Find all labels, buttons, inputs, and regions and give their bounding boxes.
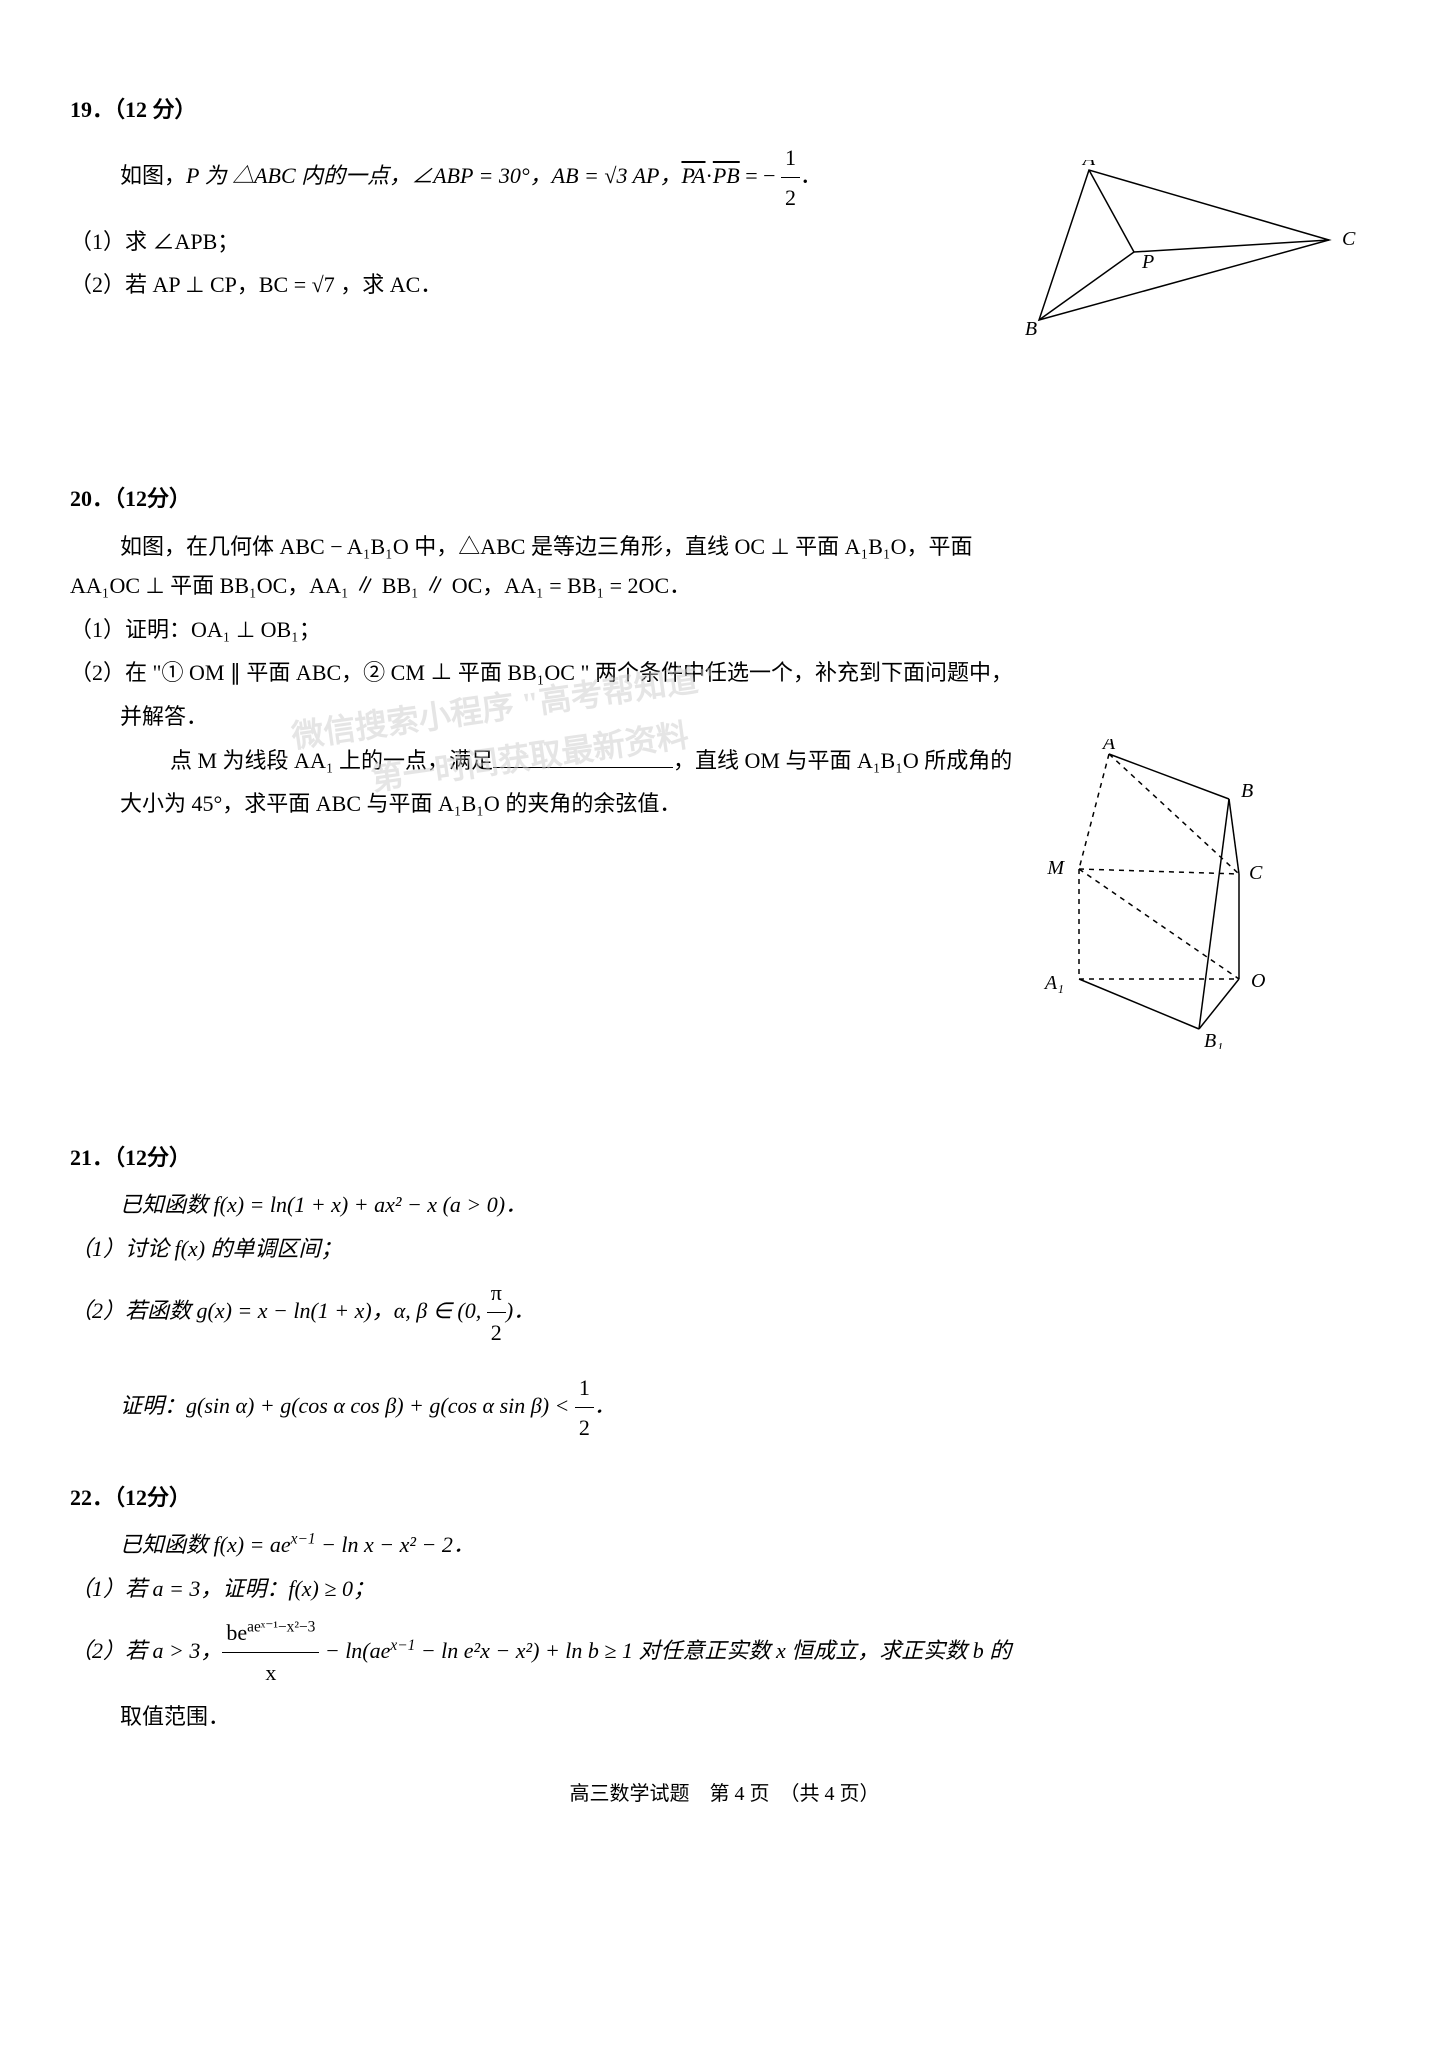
svg-text:O: O — [1251, 970, 1265, 992]
q20-part1: （1）证明：OA₁ ⊥ OB₁； — [70, 610, 1379, 650]
q21-p2b: )． — [506, 1298, 535, 1323]
q21-p3-num: 1 — [575, 1368, 594, 1409]
q22-p2b-sup: x−1 — [390, 1636, 415, 1653]
q20-line1: 如图，在几何体 ABC − A₁B₁O 中，△ABC 是等边三角形，直线 OC … — [70, 527, 1379, 567]
svg-text:A: A — [1101, 739, 1116, 754]
svg-text:C: C — [1249, 862, 1263, 884]
label-B: B — [1025, 318, 1037, 340]
problem-19-header: 19．（12 分） — [70, 90, 1379, 130]
q20-p2c-b: ，直线 OM 与平面 A₁B₁O 所成角的 — [673, 748, 1012, 773]
q21-line1: 已知函数 f(x) = ln(1 + x) + ax² − x (a > 0)． — [70, 1185, 1379, 1225]
page-footer: 高三数学试题 第 4 页 （共 4 页） — [70, 1776, 1379, 1812]
q21-p2a: （2）若函数 g(x) = x − ln(1 + x)，α, β ∈ (0, — [70, 1298, 487, 1323]
q21-part2: （2）若函数 g(x) = x − ln(1 + x)，α, β ∈ (0, π… — [70, 1273, 1379, 1353]
label-A: A — [1081, 160, 1096, 170]
svg-text:A₁: A₁ — [1043, 972, 1064, 994]
blank-fill — [493, 767, 673, 768]
q21-p2-num: π — [487, 1273, 506, 1314]
q22-ftop-sup: aeˣ⁻¹−x²−3 — [247, 1618, 315, 1635]
problem-22: 22．（12分） 已知函数 f(x) = aex−1 − ln x − x² −… — [70, 1478, 1379, 1737]
label-C: C — [1342, 228, 1356, 250]
problem-20-header: 20．（12分） — [70, 479, 1379, 519]
problem-21-header: 21．（12分） — [70, 1138, 1379, 1178]
diagram-19: A B C P — [1009, 160, 1359, 340]
q22-p2c: − ln e²x − x²) + ln b ≥ 1 对任意正实数 x 恒成立，求… — [415, 1638, 1011, 1663]
q22-p2d: 取值范围． — [70, 1697, 1379, 1737]
q21-p2-den: 2 — [487, 1313, 506, 1353]
q21-p3a: 证明：g(sin α) + g(cos α cos β) + g(cos α s… — [120, 1393, 575, 1418]
svg-text:M: M — [1046, 857, 1065, 879]
q22-l1b: − ln x − x² − 2． — [316, 1532, 475, 1557]
q22-p2b: − ln(ae — [319, 1638, 390, 1663]
q22-ftop-a: be — [226, 1620, 247, 1645]
q22-p2a: （2）若 a > 3， — [70, 1638, 222, 1663]
q19-frac-den: 2 — [781, 178, 800, 218]
q22-part1: （1）若 a = 3，证明：f(x) ≥ 0； — [70, 1569, 1379, 1609]
q19-vec-pa: PA — [681, 163, 705, 188]
q21-p3b: ． — [594, 1393, 616, 1418]
q19-eq: = − — [740, 163, 781, 188]
q19-vec-pb: PB — [713, 163, 740, 188]
label-P: P — [1141, 251, 1154, 273]
problem-19: 19．（12 分） A B C P 如图，P 为 △ABC 内的一点，∠ABP … — [70, 90, 1379, 449]
q21-part1: （1）讨论 f(x) 的单调区间； — [70, 1229, 1379, 1269]
diagram-20: A B C M A₁ O B₁ — [1029, 739, 1289, 1049]
q19-intro-c: 为 △ABC 内的一点，∠ABP = 30°，AB = √3 AP， — [199, 163, 681, 188]
q20-line2: AA₁OC ⊥ 平面 BB₁OC，AA₁ ∥ BB₁ ∥ OC，AA₁ = BB… — [70, 566, 1379, 606]
q22-l1sup: x−1 — [291, 1531, 316, 1548]
q20-part2b: 并解答． — [70, 697, 1379, 737]
q20-p2c-a: 点 M 为线段 AA₁ 上的一点，满足 — [170, 748, 493, 773]
problem-21: 21．（12分） 已知函数 f(x) = ln(1 + x) + ax² − x… — [70, 1138, 1379, 1448]
q19-intro-b: P — [186, 163, 199, 188]
q22-fbot: x — [222, 1653, 319, 1693]
q19-frac-num: 1 — [781, 138, 800, 179]
svg-text:B: B — [1241, 780, 1253, 802]
q19-intro-a: 如图， — [120, 163, 186, 188]
problem-22-header: 22．（12分） — [70, 1478, 1379, 1518]
q19-dot: · — [706, 163, 713, 188]
q19-period: ． — [800, 163, 822, 188]
q20-part2a: （2）在 "① OM ∥ 平面 ABC，② CM ⊥ 平面 BB₁OC " 两个… — [70, 653, 1379, 693]
problem-20: 20．（12分） 如图，在几何体 ABC − A₁B₁O 中，△ABC 是等边三… — [70, 479, 1379, 1108]
q22-part2: （2）若 a > 3，beaeˣ⁻¹−x²−3 x − ln(aex−1 − ln… — [70, 1613, 1379, 1693]
q22-l1a: 已知函数 f(x) = ae — [120, 1532, 291, 1557]
q21-part3: 证明：g(sin α) + g(cos α cos β) + g(cos α s… — [70, 1368, 1379, 1448]
q21-p3-den: 2 — [575, 1408, 594, 1448]
q22-line1: 已知函数 f(x) = aex−1 − ln x − x² − 2． — [70, 1525, 1379, 1565]
svg-text:B₁: B₁ — [1204, 1030, 1223, 1049]
